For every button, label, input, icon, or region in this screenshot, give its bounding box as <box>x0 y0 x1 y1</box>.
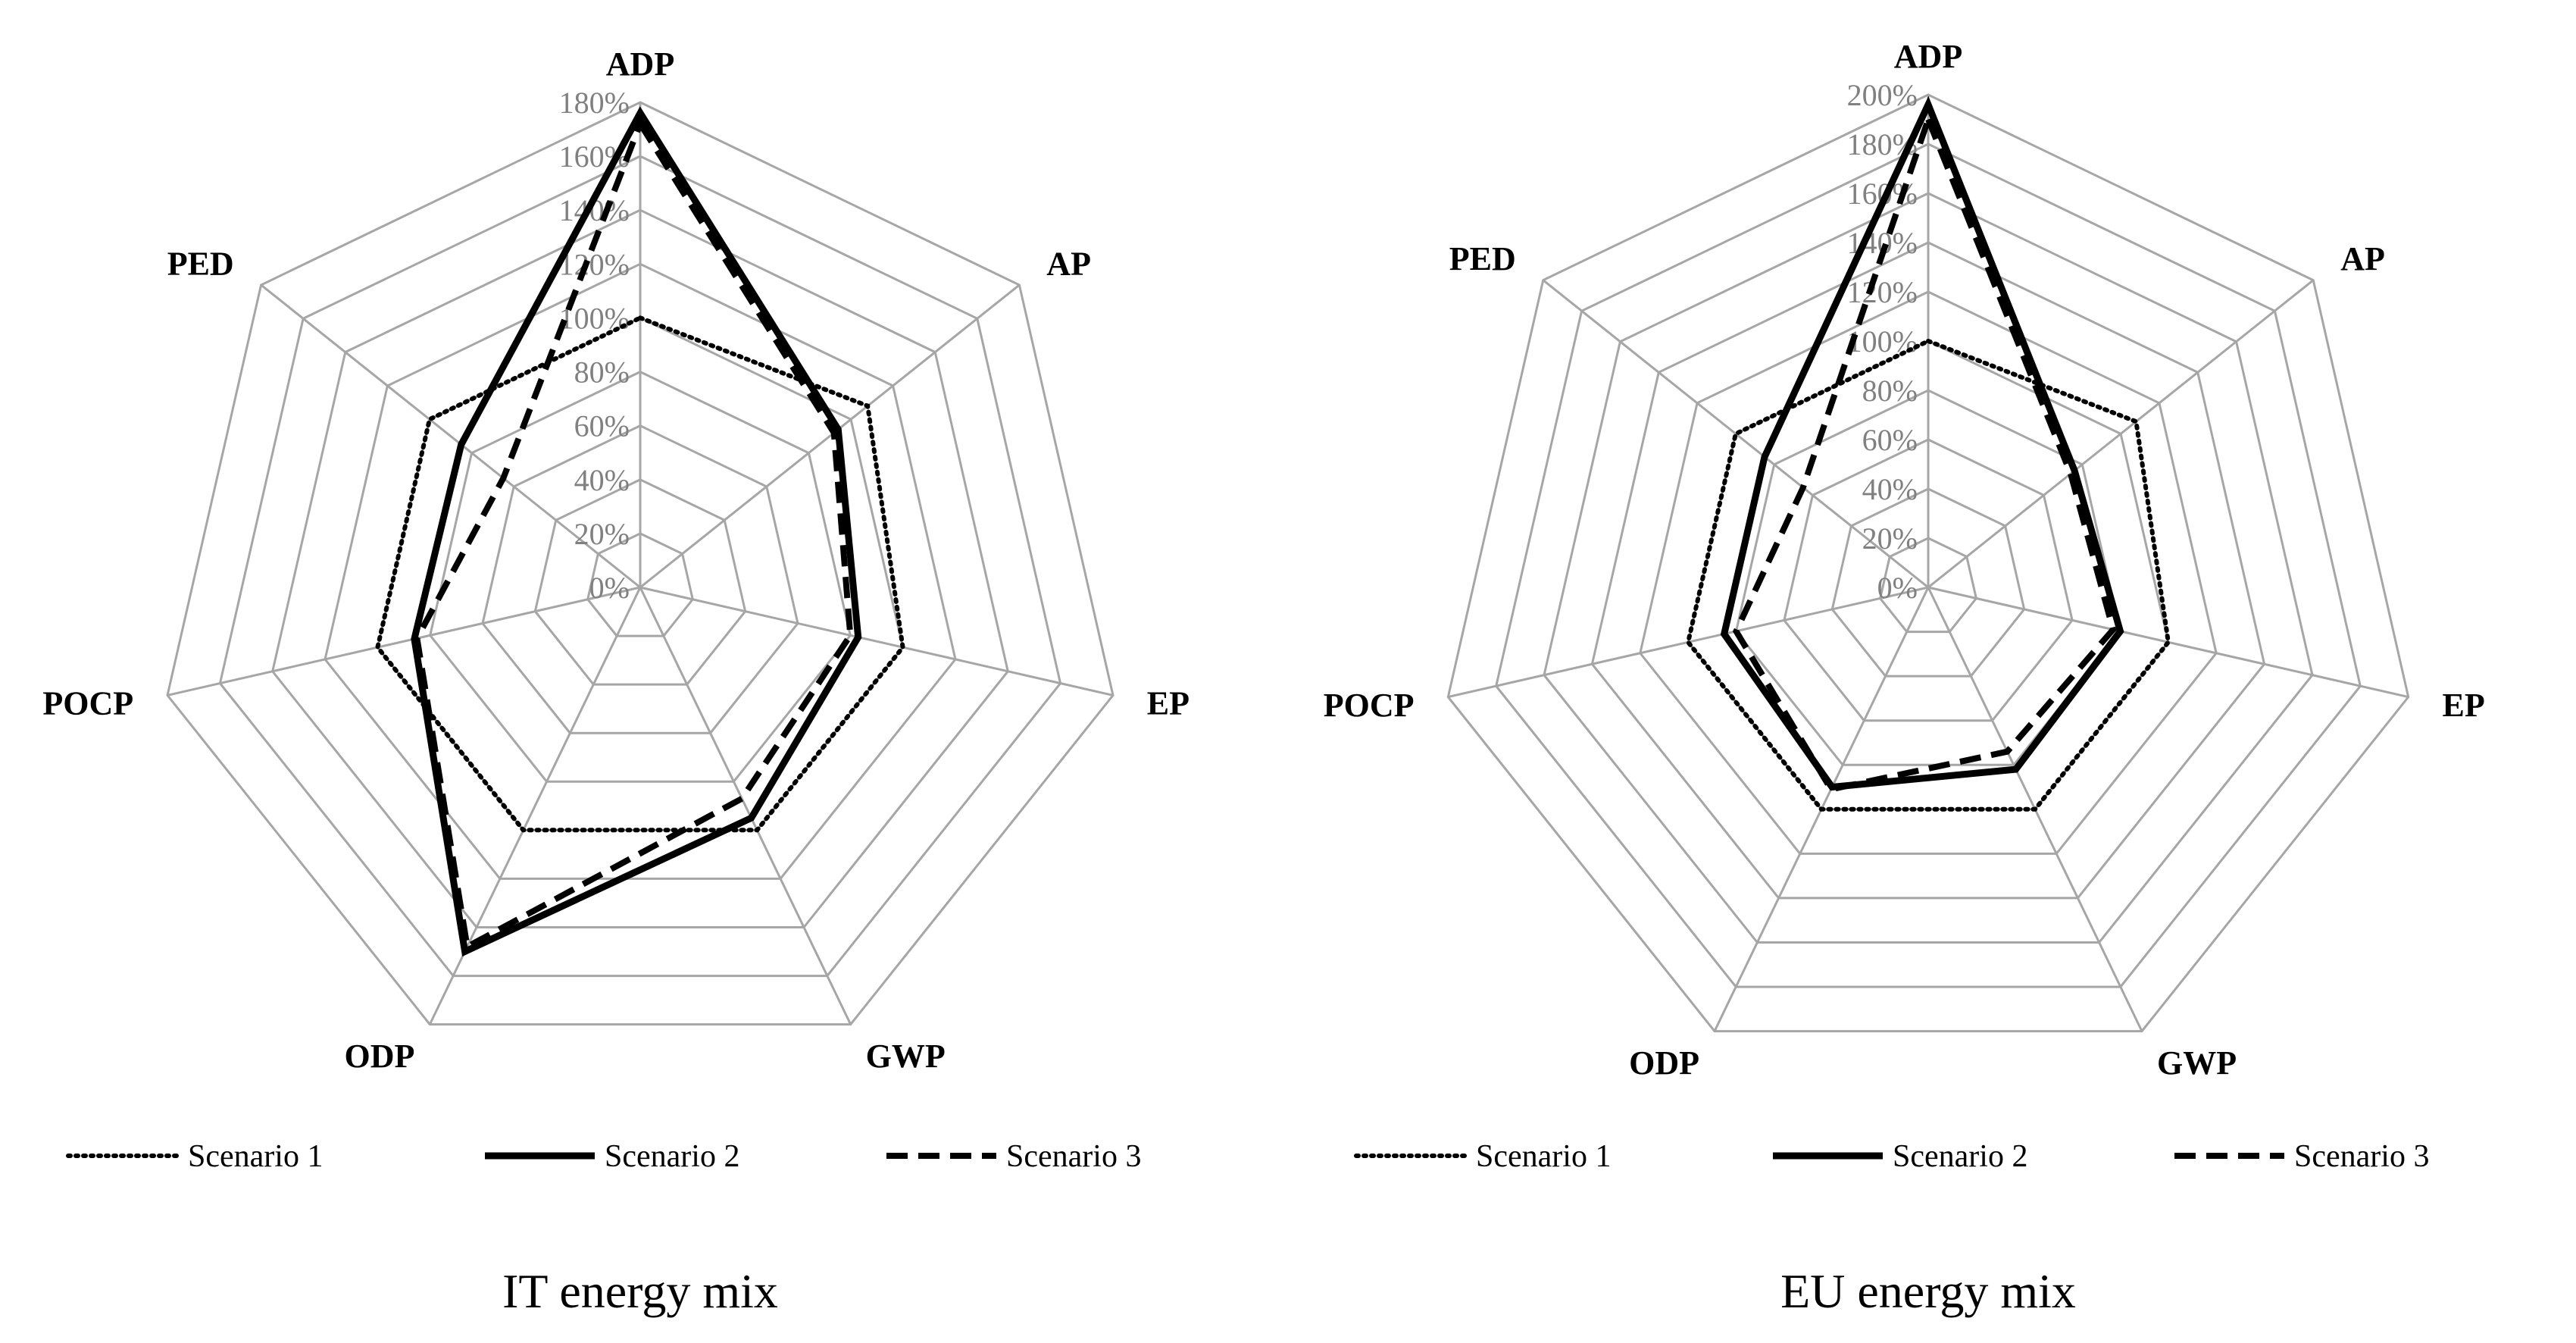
axis-label-ep: EP <box>2443 687 2485 724</box>
axis-label-odp: ODP <box>345 1038 415 1075</box>
legend-label-scenario-2: Scenario 2 <box>1893 1139 2027 1174</box>
tick-label: 120% <box>1847 275 1918 309</box>
series-line-scenario-1 <box>1685 338 2171 812</box>
legend-label-scenario-1: Scenario 1 <box>188 1139 323 1174</box>
chart-caption: EU energy mix <box>1780 1264 2076 1318</box>
axis-labels: ADP AP EP GWP ODP POCP PED <box>1324 38 2485 1082</box>
tick-label: 80% <box>574 355 630 390</box>
axis-label-pocp: POCP <box>42 685 133 722</box>
spoke-pocp <box>167 586 641 697</box>
grid-ring <box>1783 438 2074 722</box>
spoke-ep <box>639 586 1114 697</box>
tick-label: 100% <box>1847 324 1918 358</box>
legend: Scenario 1 Scenario 2 Scenario 3 <box>1354 1139 2429 1174</box>
tick-labels: 0%20%40%60%80%100%120%140%160%180% <box>559 86 630 605</box>
grid <box>166 101 1114 1026</box>
tick-label: 200% <box>1847 78 1918 112</box>
spoke-ped <box>260 283 641 589</box>
grid-ring <box>1734 389 2122 766</box>
tick-label: 0% <box>1877 571 1918 605</box>
radar-chart-it: 0% 20% 40% 60% 80% 100% 120% 140% 160% 180% ADP AP E… <box>42 45 1190 1318</box>
series-group <box>375 106 905 957</box>
tick-label: 0% <box>589 571 630 605</box>
grid-ring <box>533 478 747 686</box>
spoke-ap <box>639 283 1021 589</box>
axis-label-pocp: POCP <box>1324 687 1415 724</box>
grid-ring <box>1543 192 2314 944</box>
tick-label: 40% <box>1862 472 1918 506</box>
axis-label-ap: AP <box>1046 245 1091 282</box>
grid-ring <box>1495 142 2362 988</box>
series-line-scenario-1 <box>375 315 905 833</box>
spoke-gwp <box>639 587 852 1025</box>
tick-label: 80% <box>1862 374 1918 408</box>
legend-label-scenario-2: Scenario 2 <box>605 1139 739 1174</box>
grid-ring <box>429 370 852 783</box>
axis-label-gwp: GWP <box>866 1038 946 1075</box>
series-group <box>1685 95 2171 812</box>
axis-label-adp: ADP <box>606 45 674 83</box>
tick-label: 20% <box>1862 521 1918 556</box>
tick-labels: 0%20%40%60%80%100%120%140%160%180%200% <box>1847 78 1918 605</box>
radar-chart-eu-svg: 0%20%40%60%80%100%120%140%160%180%200%AD… <box>1324 38 2485 1318</box>
tick-label: 60% <box>574 409 630 443</box>
grid <box>1446 93 2410 1033</box>
legend-label-scenario-1: Scenario 1 <box>1476 1139 1611 1174</box>
axis-label-adp: ADP <box>1894 38 1962 75</box>
legend-label-scenario-3: Scenario 3 <box>1006 1139 1141 1174</box>
tick-label: 60% <box>1862 423 1918 457</box>
grid-ring <box>1639 290 2218 855</box>
radar-chart-it-svg: 0%20%40%60%80%100%120%140%160%180%ADPAPE… <box>42 45 1190 1318</box>
radar-chart-eu: 0% 20% 40% 60% 80% 100% 120% 140% 160% 180% 200% AD… <box>1288 0 2576 1343</box>
axis-label-ped: PED <box>167 245 234 282</box>
axis-labels: ADP AP EP GWP ODP POCP PED <box>42 45 1190 1075</box>
tick-label: 180% <box>559 86 630 120</box>
grid-ring <box>481 424 799 734</box>
legend: Scenario 1 Scenario 2 Scenario 3 <box>66 1139 1141 1174</box>
spoke-ap <box>1927 279 2315 589</box>
grid-ring <box>271 208 1009 928</box>
axis-label-ap: AP <box>2340 240 2385 277</box>
grid-ring <box>218 155 1062 978</box>
grid-ring <box>586 532 694 637</box>
series-line-scenario-3 <box>414 117 854 952</box>
tick-label: 20% <box>574 517 630 551</box>
axis-label-gwp: GWP <box>2157 1044 2237 1082</box>
tick-label: 40% <box>574 463 630 497</box>
series-line-scenario-2 <box>411 106 862 957</box>
grid-ring <box>1446 93 2410 1033</box>
grid-ring <box>1590 241 2266 900</box>
axis-label-ped: PED <box>1449 240 1516 277</box>
spoke-ped <box>1542 279 1929 589</box>
grid-ring <box>376 316 905 831</box>
spoke-odp <box>428 587 642 1025</box>
axis-label-ep: EP <box>1147 685 1190 722</box>
series-line-scenario-2 <box>1720 95 2124 791</box>
grid-ring <box>1878 537 1978 634</box>
legend-label-scenario-3: Scenario 3 <box>2294 1139 2429 1174</box>
axis-label-odp: ODP <box>1629 1044 1699 1082</box>
grid-ring <box>1830 487 2026 678</box>
grid-ring <box>166 101 1114 1026</box>
tick-label: 120% <box>559 247 630 281</box>
grid-ring <box>324 262 957 880</box>
chart-caption: IT energy mix <box>502 1264 778 1318</box>
